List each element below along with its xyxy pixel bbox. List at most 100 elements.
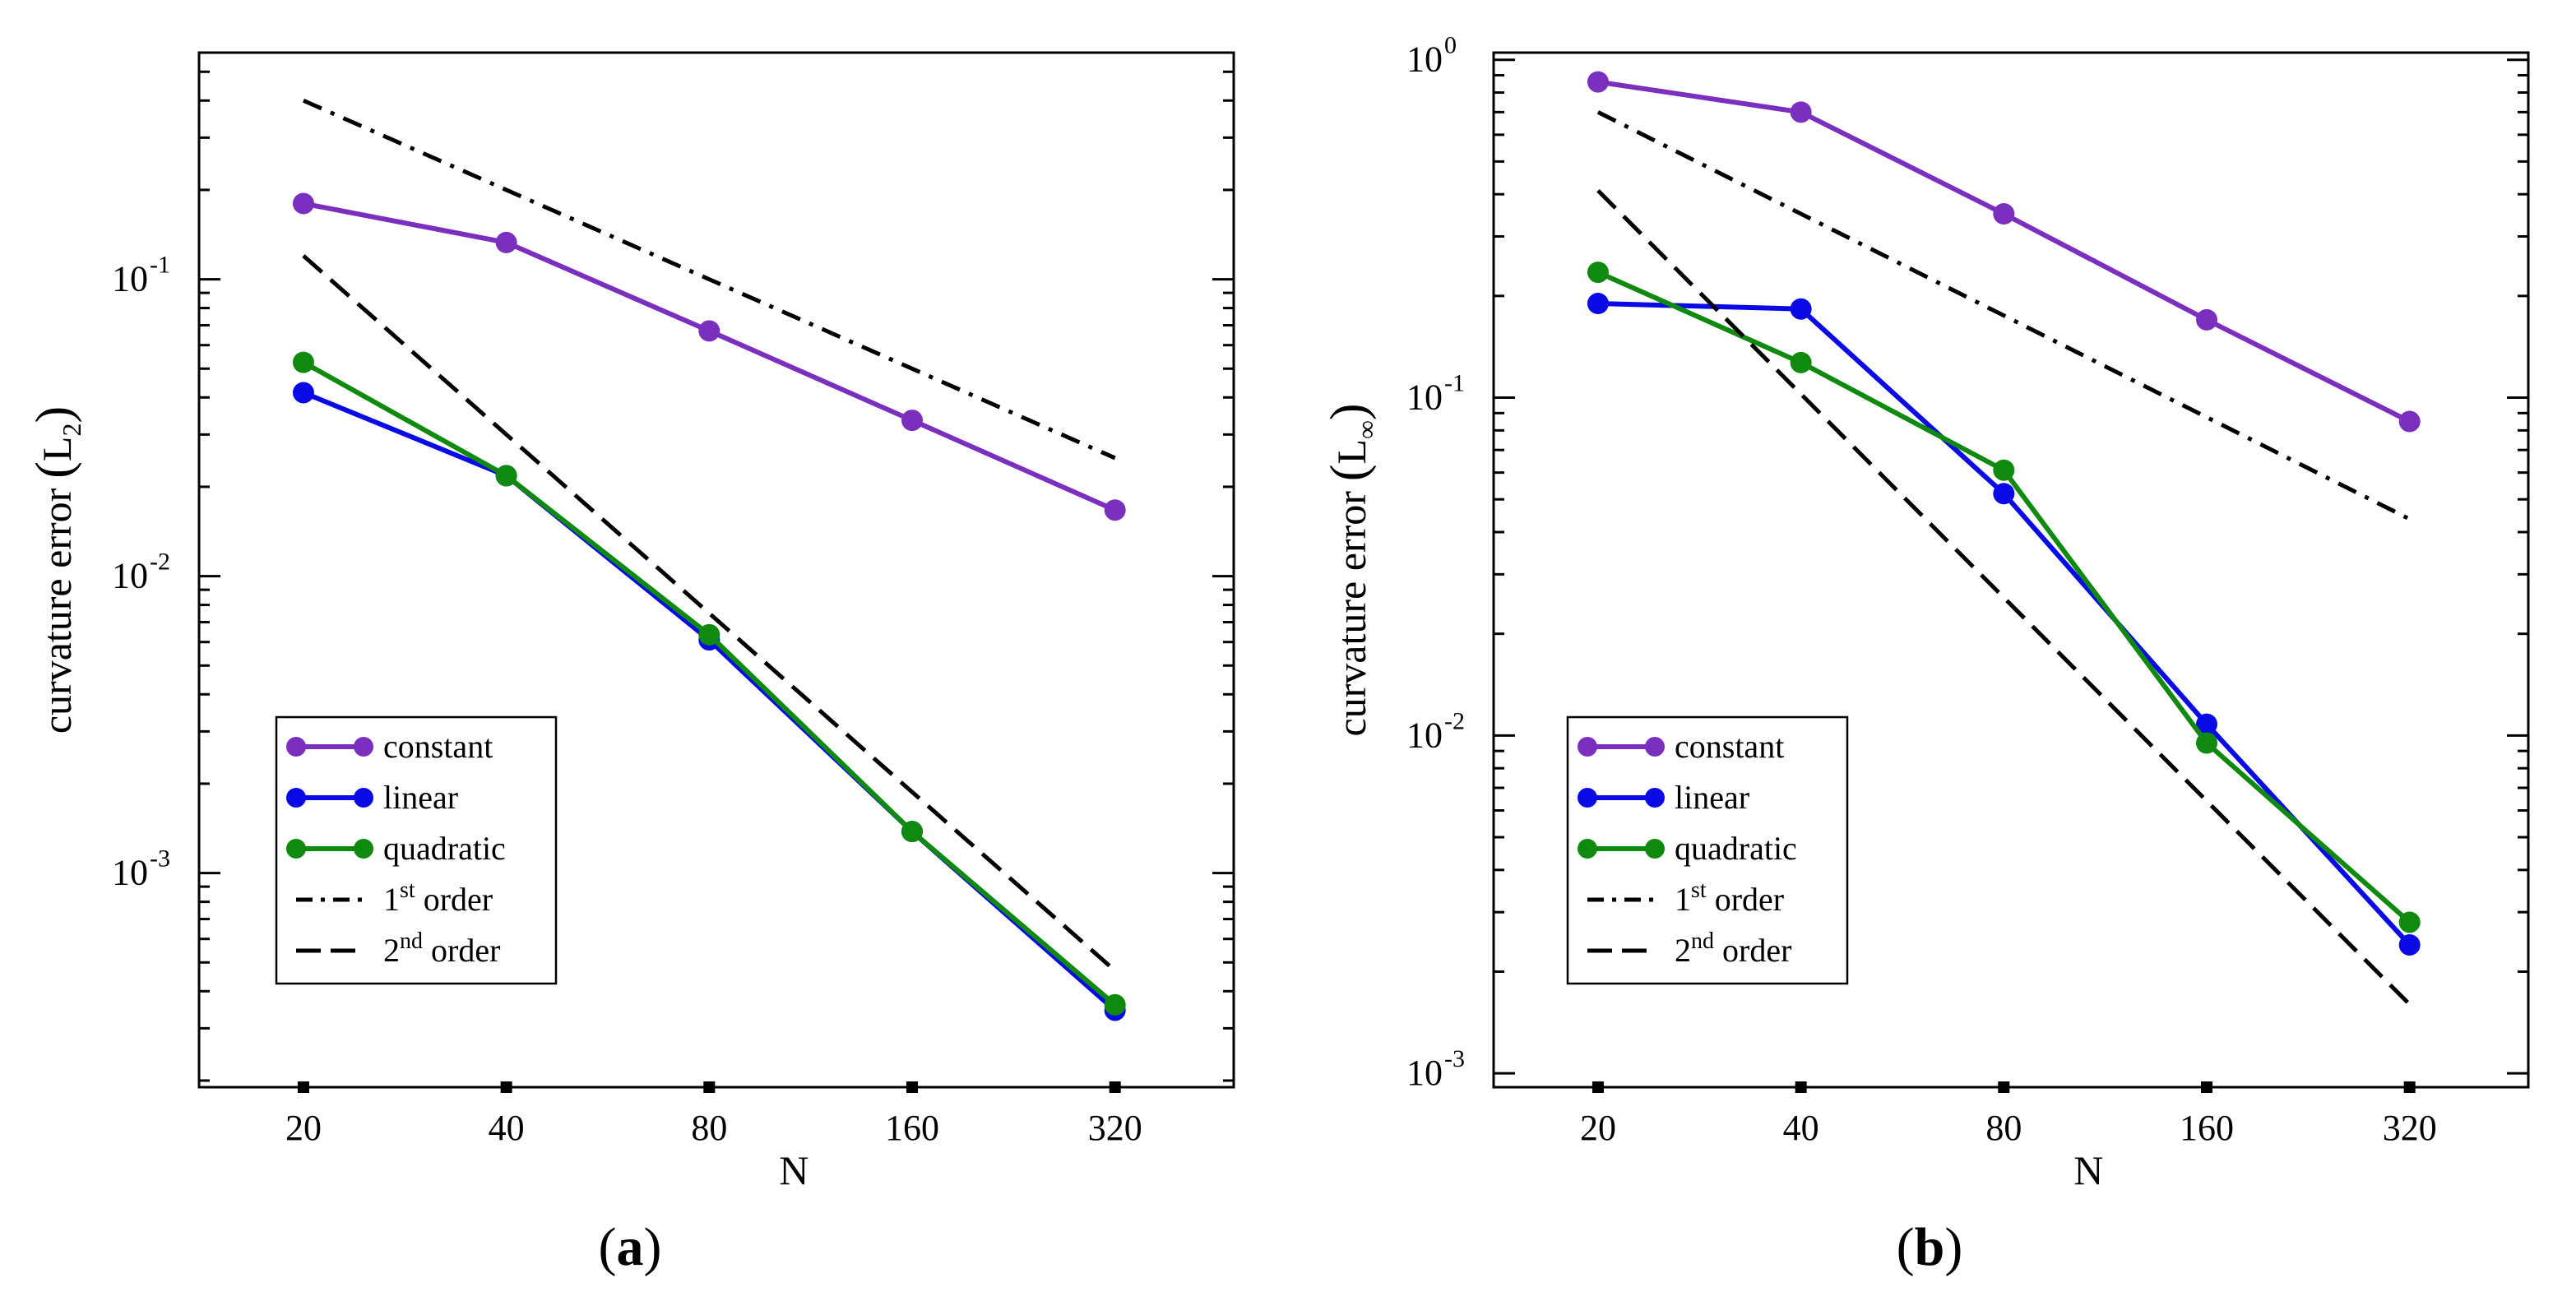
data-point xyxy=(698,623,720,646)
legend-label: 2nd order xyxy=(1675,928,1791,969)
legend-marker xyxy=(1578,788,1597,808)
data-point xyxy=(1790,298,1812,320)
legend-label: 1st order xyxy=(383,877,493,918)
plot-frame xyxy=(1492,51,2530,1089)
plot-frame xyxy=(197,51,1235,1089)
x-tick-mark xyxy=(1591,1081,1604,1093)
legend-label-name: 1 xyxy=(1675,881,1691,918)
legend-marker xyxy=(286,788,306,808)
panel-label-letter: a xyxy=(617,1217,644,1277)
x-tick-mark xyxy=(2403,1081,2416,1093)
y-axis-label-paren-close: ) xyxy=(26,406,82,424)
y-axis-label-norm-sub: 2 xyxy=(57,424,86,437)
legend-label-name: quadratic xyxy=(1675,830,1797,867)
panel-label-open: ( xyxy=(599,1217,617,1277)
legend-label-name: constant xyxy=(383,728,493,765)
legend-label: constant xyxy=(383,728,493,765)
series-group xyxy=(292,98,1126,1021)
y-tick-exponent: -1 xyxy=(150,252,170,279)
legend-label-name: linear xyxy=(1675,779,1749,816)
x-axis-label: N xyxy=(2073,1147,2103,1193)
data-point xyxy=(2398,933,2421,956)
x-tick-label: 320 xyxy=(1088,1108,1142,1148)
legend-label-suffix: order xyxy=(1707,881,1784,918)
data-point xyxy=(1587,293,1609,315)
y-axis-label-norm: L xyxy=(1328,439,1374,465)
y-tick-label: 10 xyxy=(1406,39,1443,80)
legend-marker xyxy=(1645,788,1665,808)
data-point xyxy=(901,410,924,432)
y-axis-label-norm: L xyxy=(34,437,80,462)
data-point xyxy=(1790,101,1812,123)
series-line-4 xyxy=(1596,189,2412,1007)
y-axis-label: curvature error (L2) xyxy=(26,406,86,734)
y-tick-exponent: -2 xyxy=(1444,707,1465,734)
x-tick-label: 80 xyxy=(1985,1108,2022,1148)
y-axis-label-paren-close: ) xyxy=(1321,403,1377,420)
data-point xyxy=(2398,911,2421,933)
x-axis-label: N xyxy=(779,1147,808,1193)
data-point xyxy=(698,320,720,342)
legend-label-suffix: order xyxy=(423,932,500,969)
legend-label-name: 2 xyxy=(1675,932,1691,969)
data-point xyxy=(2196,713,2218,735)
legend: constant linear quadratic 1st order 2nd orde… xyxy=(1566,715,1849,985)
legend-marker xyxy=(1645,839,1665,859)
y-tick-label: 10 xyxy=(1406,377,1443,418)
panel-label: (b) xyxy=(1897,1217,1963,1277)
data-point xyxy=(1587,71,1609,93)
legend-label: constant xyxy=(1675,728,1784,765)
y-tick-label: 10 xyxy=(112,259,148,299)
series-line-0 xyxy=(303,201,1116,512)
legend-marker xyxy=(354,839,373,859)
y-tick-label: 10 xyxy=(1406,715,1443,755)
legend-label-suffix: order xyxy=(415,881,493,918)
y-tick-label: 10 xyxy=(1406,1053,1443,1093)
y-axis-label-text: curvature error xyxy=(34,488,80,734)
data-point xyxy=(292,192,314,215)
x-tick-label: 320 xyxy=(2383,1108,2437,1148)
series-line-3 xyxy=(1596,110,2411,521)
data-point xyxy=(901,821,924,843)
series-line-3 xyxy=(302,98,1116,461)
legend-label-name: quadratic xyxy=(383,830,506,867)
legend-label-sup: nd xyxy=(1691,928,1714,954)
data-point xyxy=(2196,308,2218,331)
data-point xyxy=(1587,262,1609,284)
legend-label: quadratic xyxy=(383,830,506,867)
data-point xyxy=(1993,459,2015,481)
x-tick-mark xyxy=(2201,1081,2213,1093)
legend-marker xyxy=(354,737,373,757)
data-point xyxy=(1104,499,1126,521)
x-tick-mark xyxy=(297,1081,309,1093)
legend-label-sup: st xyxy=(1691,877,1707,903)
legend-marker xyxy=(286,737,306,757)
legend-label: linear xyxy=(1675,779,1749,816)
y-axis-label: curvature error (L∞) xyxy=(1321,403,1381,736)
legend-label: 2nd order xyxy=(383,928,500,969)
legend-label-name: 2 xyxy=(383,932,400,969)
legend-marker xyxy=(1645,737,1665,757)
x-tick-mark xyxy=(906,1081,919,1093)
panel-label-close: ) xyxy=(644,1217,662,1277)
y-axis-label-norm-sub: ∞ xyxy=(1351,420,1381,439)
legend-label: quadratic xyxy=(1675,830,1797,867)
legend-marker xyxy=(286,839,306,859)
legend-label-name: 1 xyxy=(383,881,400,918)
legend-marker xyxy=(354,788,373,808)
panel-label-open: ( xyxy=(1897,1217,1915,1277)
data-point xyxy=(292,382,314,404)
data-point xyxy=(1993,203,2015,225)
data-point xyxy=(1104,993,1126,1016)
x-tick-label: 20 xyxy=(1580,1108,1616,1148)
legend-label-name: linear xyxy=(383,779,458,816)
y-tick-label: 10 xyxy=(112,556,148,596)
x-tick-label: 20 xyxy=(285,1108,322,1148)
data-point xyxy=(495,231,517,253)
series-group xyxy=(1587,71,2421,1007)
x-tick-label: 80 xyxy=(691,1108,727,1148)
legend-marker xyxy=(1578,737,1597,757)
x-tick-mark xyxy=(703,1081,716,1093)
